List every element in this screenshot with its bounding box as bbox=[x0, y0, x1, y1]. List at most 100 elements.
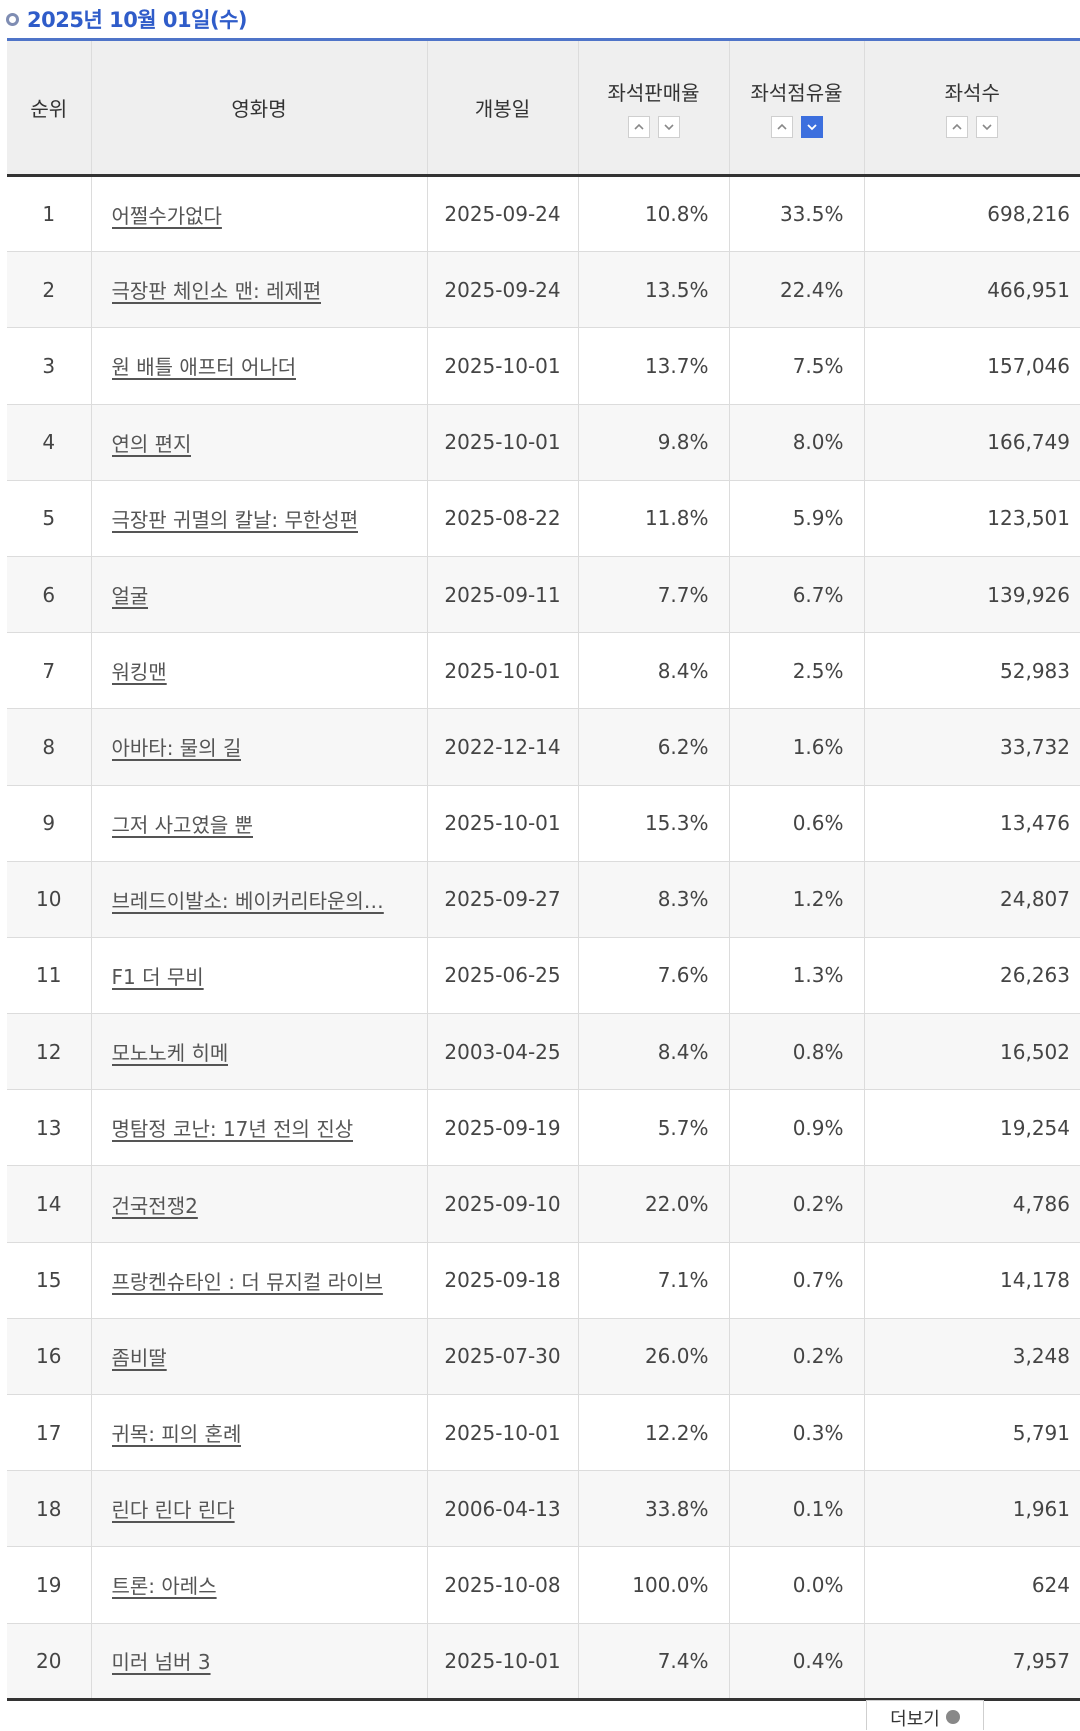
sales-rate-cell: 5.7% bbox=[578, 1089, 730, 1167]
seats-cell: 33,732 bbox=[864, 708, 1080, 786]
movie-title-link[interactable]: 워킹맨 bbox=[111, 660, 167, 685]
release-date-cell: 2025-10-08 bbox=[427, 1546, 579, 1624]
sales-rate-cell: 13.7% bbox=[578, 327, 730, 405]
table-row: 14 건국전쟁2 2025-09-10 22.0% 0.2% 4,786 bbox=[7, 1165, 1080, 1243]
chevron-down-icon bbox=[982, 124, 992, 131]
share-rate-cell: 1.3% bbox=[729, 937, 865, 1015]
sales-rate-cell: 8.4% bbox=[578, 1013, 730, 1091]
header-share-rate: 좌석점유율 bbox=[729, 38, 865, 177]
release-date-cell: 2025-10-01 bbox=[427, 1623, 579, 1701]
rank-cell: 11 bbox=[7, 937, 92, 1015]
movie-title-link[interactable]: 린다 린다 린다 bbox=[111, 1498, 235, 1523]
table-row: 15 프랑켄슈타인 : 더 뮤지컬 라이브 2025-09-18 7.1% 0.7% 14… bbox=[7, 1242, 1080, 1319]
title-cell: 린다 린다 린다 bbox=[91, 1470, 428, 1548]
seats-cell: 24,807 bbox=[864, 861, 1080, 938]
share-rate-cell: 0.2% bbox=[729, 1318, 865, 1396]
movie-title-link[interactable]: 극장판 귀멸의 칼날: 무한성편 bbox=[111, 507, 359, 532]
share-rate-cell: 0.8% bbox=[729, 1013, 865, 1091]
header-seats-label: 좌석수 bbox=[944, 81, 1000, 105]
rank-cell: 7 bbox=[7, 632, 92, 710]
rank-cell: 9 bbox=[7, 785, 92, 862]
seats-cell: 1,961 bbox=[864, 1470, 1080, 1548]
more-button[interactable]: 더보기 bbox=[866, 1700, 984, 1730]
rank-cell: 15 bbox=[7, 1242, 92, 1319]
seats-cell: 5,791 bbox=[864, 1394, 1080, 1472]
rank-cell: 5 bbox=[7, 480, 92, 557]
sort-asc-button[interactable] bbox=[770, 116, 793, 138]
rank-cell: 18 bbox=[7, 1470, 92, 1548]
sales-rate-cell: 26.0% bbox=[578, 1318, 730, 1396]
table-header-row: 순위 영화명 개봉일 좌석판매율 bbox=[7, 38, 1080, 177]
movie-title-link[interactable]: 연의 편지 bbox=[111, 431, 192, 456]
movie-title-link[interactable]: 좀비딸 bbox=[111, 1345, 167, 1370]
movie-title-link[interactable]: 극장판 체인소 맨: 레제편 bbox=[111, 279, 322, 304]
sales-rate-cell: 7.6% bbox=[578, 937, 730, 1015]
title-cell: 미러 넘버 3 bbox=[91, 1623, 428, 1701]
title-cell: 프랑켄슈타인 : 더 뮤지컬 라이브 bbox=[91, 1242, 428, 1319]
movie-title-link[interactable]: 트론: 아레스 bbox=[111, 1574, 217, 1599]
sales-rate-cell: 11.8% bbox=[578, 480, 730, 557]
sales-rate-cell: 33.8% bbox=[578, 1470, 730, 1548]
title-cell: 건국전쟁2 bbox=[91, 1165, 428, 1243]
ranking-table: 순위 영화명 개봉일 좌석판매율 bbox=[7, 38, 1080, 1701]
seats-cell: 123,501 bbox=[864, 480, 1080, 557]
movie-title-link[interactable]: 아바타: 물의 길 bbox=[111, 736, 242, 761]
movie-title-link[interactable]: 미러 넘버 3 bbox=[111, 1650, 211, 1675]
sales-rate-cell: 7.1% bbox=[578, 1242, 730, 1319]
seats-cell: 624 bbox=[864, 1546, 1080, 1624]
title-cell: 귀목: 피의 혼례 bbox=[91, 1394, 428, 1472]
table-row: 5 극장판 귀멸의 칼날: 무한성편 2025-08-22 11.8% 5.9% 123,… bbox=[7, 480, 1080, 557]
sort-asc-button[interactable] bbox=[627, 116, 650, 138]
release-date-cell: 2025-09-24 bbox=[427, 251, 579, 329]
table-row: 18 린다 린다 린다 2006-04-13 33.8% 0.1% 1,961 bbox=[7, 1470, 1080, 1548]
movie-title-link[interactable]: F1 더 무비 bbox=[111, 964, 204, 989]
movie-title-link[interactable]: 원 배틀 애프터 어나더 bbox=[111, 355, 297, 380]
share-rate-cell: 0.1% bbox=[729, 1470, 865, 1548]
release-date-cell: 2025-09-11 bbox=[427, 556, 579, 634]
sort-desc-button-active[interactable] bbox=[800, 116, 823, 138]
release-date-cell: 2006-04-13 bbox=[427, 1470, 579, 1548]
share-rate-cell: 0.2% bbox=[729, 1165, 865, 1243]
rank-cell: 19 bbox=[7, 1546, 92, 1624]
movie-title-link[interactable]: 건국전쟁2 bbox=[111, 1193, 198, 1218]
release-date-cell: 2025-10-01 bbox=[427, 327, 579, 405]
rank-cell: 17 bbox=[7, 1394, 92, 1472]
release-date-cell: 2025-09-18 bbox=[427, 1242, 579, 1319]
header-sales-rate: 좌석판매율 bbox=[578, 38, 730, 177]
movie-title-link[interactable]: 명탐정 코난: 17년 전의 진상 bbox=[111, 1117, 354, 1142]
movie-title-link[interactable]: 얼굴 bbox=[111, 584, 149, 609]
seats-cell: 26,263 bbox=[864, 937, 1080, 1015]
table-row: 7 워킹맨 2025-10-01 8.4% 2.5% 52,983 bbox=[7, 632, 1080, 710]
movie-title-link[interactable]: 어쩔수가없다 bbox=[111, 203, 222, 228]
share-rate-cell: 0.7% bbox=[729, 1242, 865, 1319]
rank-cell: 14 bbox=[7, 1165, 92, 1243]
sort-desc-button[interactable] bbox=[657, 116, 680, 138]
share-rate-cell: 22.4% bbox=[729, 251, 865, 329]
sales-rate-cell: 13.5% bbox=[578, 251, 730, 329]
seats-cell: 7,957 bbox=[864, 1623, 1080, 1701]
rank-cell: 3 bbox=[7, 327, 92, 405]
movie-title-link[interactable]: 브레드이발소: 베이커리타운의… bbox=[111, 888, 384, 913]
header-release: 개봉일 bbox=[427, 38, 579, 177]
share-rate-cell: 2.5% bbox=[729, 632, 865, 710]
movie-title-link[interactable]: 그저 사고였을 뿐 bbox=[111, 812, 254, 837]
table-row: 2 극장판 체인소 맨: 레제편 2025-09-24 13.5% 22.4% 466,9… bbox=[7, 251, 1080, 329]
sort-desc-button[interactable] bbox=[976, 116, 999, 138]
rank-cell: 12 bbox=[7, 1013, 92, 1091]
share-rate-cell: 0.6% bbox=[729, 785, 865, 862]
release-date-cell: 2025-07-30 bbox=[427, 1318, 579, 1396]
sales-rate-cell: 7.4% bbox=[578, 1623, 730, 1701]
seats-cell: 166,749 bbox=[864, 404, 1080, 481]
sort-asc-button[interactable] bbox=[946, 116, 969, 138]
rank-cell: 6 bbox=[7, 556, 92, 634]
sales-rate-cell: 8.4% bbox=[578, 632, 730, 710]
movie-title-link[interactable]: 프랑켄슈타인 : 더 뮤지컬 라이브 bbox=[111, 1269, 383, 1294]
movie-title-link[interactable]: 모노노케 히메 bbox=[111, 1041, 229, 1066]
seats-cell: 466,951 bbox=[864, 251, 1080, 329]
rank-cell: 2 bbox=[7, 251, 92, 329]
header-share-rate-label: 좌석점유율 bbox=[750, 81, 843, 105]
movie-title-link[interactable]: 귀목: 피의 혼례 bbox=[111, 1422, 242, 1447]
circle-bullet-icon bbox=[6, 12, 19, 26]
header-rank: 순위 bbox=[7, 38, 92, 177]
sales-rate-cell: 22.0% bbox=[578, 1165, 730, 1243]
